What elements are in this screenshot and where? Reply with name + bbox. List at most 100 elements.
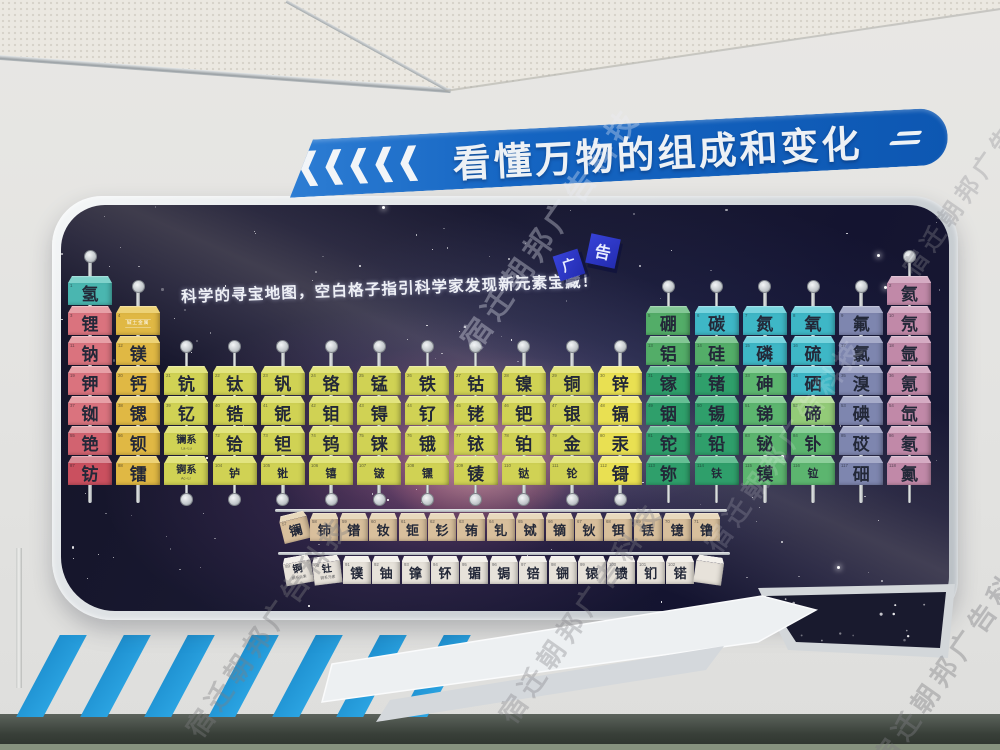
cube-top-face (164, 426, 209, 433)
cube-top-face (68, 426, 112, 433)
element-cube: 17 氯 (839, 336, 884, 365)
cube-front-face: 100 镄 (607, 562, 636, 584)
atomic-number: 9 (841, 314, 844, 319)
cube-front-face: 112 鿔 (598, 463, 643, 485)
cube-front-face: 104 𬬻 (212, 463, 257, 485)
cube-front-face: 72 铪 (212, 433, 257, 455)
cube-top-face (574, 513, 603, 519)
cube-top-face (309, 366, 353, 373)
decor-cube-char: 告 (592, 243, 613, 264)
atomic-number: 73 (262, 434, 268, 439)
atomic-number: 104 (214, 464, 222, 469)
element-symbol: 钕 (376, 522, 390, 538)
atomic-number: 83 (744, 434, 750, 439)
element-symbol: 镅 (467, 565, 481, 581)
element-cube: 67 钬 (574, 513, 603, 541)
cube-top-face (887, 396, 932, 403)
cube-front-face: 101 钔 (636, 562, 665, 584)
cube-front-face: 31 镓 (646, 373, 691, 395)
element-symbol: 钚 (438, 565, 452, 581)
star (312, 279, 314, 281)
element-column-group-2: 4 碱土金属 12 镁 20 钙 38 锶 56 钡 88 镭 (116, 306, 161, 486)
element-symbol: 氖 (900, 314, 918, 334)
atomic-number: 34 (793, 374, 798, 379)
cube-top-face (164, 396, 209, 403)
cube-front-face: 28 镍 (501, 373, 546, 395)
hanging-rod (666, 288, 671, 503)
cube-front-face: 86 氡 (887, 433, 932, 455)
rod-mount-disc (517, 493, 531, 506)
cube-front-face: 117 鿬 (839, 463, 884, 485)
atomic-number: 118 (889, 464, 897, 469)
cube-top-face (212, 456, 257, 463)
cube-top-face (598, 366, 643, 373)
element-cube: 34 硒 (791, 366, 835, 395)
chevron-left-icons (300, 144, 427, 186)
cube-top-face (309, 426, 353, 433)
element-cube: 83 铋 (742, 426, 787, 455)
cube-top-face (839, 396, 884, 403)
cube-front-face: 51 锑 (742, 403, 787, 425)
star (864, 495, 866, 498)
cube-top-face (501, 456, 546, 463)
element-symbol: 银 (563, 404, 581, 424)
element-symbol: 锆 (226, 404, 244, 424)
cube-top-face (357, 426, 402, 433)
atomic-number: 57 (281, 521, 288, 528)
cube-top-face (309, 396, 353, 403)
cube-front-face: 67 钬 (574, 519, 603, 541)
cube-front-face: 63 铕 (457, 519, 486, 541)
cube-front-face: 47 银 (550, 403, 594, 425)
element-cube: 45 铑 (453, 396, 498, 425)
element-cube: 106 𬭳 (309, 456, 353, 485)
element-cube: 112 鿔 (598, 456, 643, 485)
cube-top-face (260, 396, 305, 403)
cube-front-face: 95 镅 (460, 562, 489, 584)
cube-top-face (339, 513, 368, 519)
element-cube: 111 𬬭 (550, 456, 594, 485)
element-cube: 44 钌 (405, 396, 450, 425)
element-symbol: 铊 (659, 434, 677, 454)
cube-front-face: 45 铑 (453, 403, 498, 425)
rod-mount-disc (854, 280, 868, 293)
element-cube: 58 铈 (310, 513, 339, 541)
cube-front-face: 37 铷 (68, 403, 112, 425)
cube-front-face: 109 鿏 (453, 463, 498, 485)
element-cube: 81 铊 (646, 426, 691, 455)
cube-top-face (116, 456, 161, 463)
cube-top-face (839, 336, 884, 343)
element-symbol: 镄 (614, 565, 628, 581)
cube-top-face (791, 456, 835, 463)
cube-top-face (550, 456, 594, 463)
rod-mount-disc (613, 340, 627, 353)
element-cube: 21 钪 (164, 366, 209, 395)
atomic-number: 60 (371, 520, 376, 525)
atomic-number: 23 (262, 374, 268, 379)
atomic-number: 53 (841, 404, 847, 409)
atomic-number: 48 (600, 404, 606, 409)
cube-front-face: 87 钫 (68, 463, 112, 485)
element-cube: 99 锿 (577, 556, 606, 584)
hanging-rod (184, 348, 189, 503)
atomic-number: 1 (70, 284, 73, 289)
element-symbol: 𬭶 (421, 467, 433, 480)
star (71, 546, 74, 549)
element-cube: 59 镨 (339, 513, 368, 541)
star (517, 360, 519, 362)
element-symbol: 镱 (670, 522, 684, 538)
cube-top-face (430, 556, 459, 562)
cube-front-face: 65 铽 (516, 519, 545, 541)
element-sub-label: La~Lu (181, 447, 192, 451)
element-symbol: 锂 (81, 314, 99, 334)
element-cube: 39 钇 (164, 396, 209, 425)
element-cube: 10 氖 (887, 306, 932, 335)
element-cube: 96 锔 (489, 556, 518, 584)
cube-top-face (791, 426, 835, 433)
star (507, 257, 510, 260)
star (415, 488, 418, 490)
decor-cube-char: 广 (559, 255, 579, 275)
